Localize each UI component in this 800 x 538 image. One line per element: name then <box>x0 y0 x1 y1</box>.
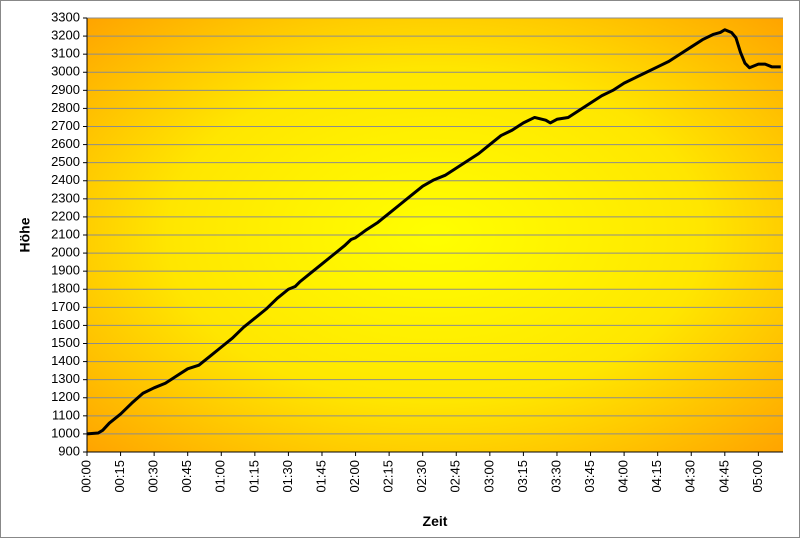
y-tick-label: 1700 <box>51 299 80 314</box>
x-tick-label: 02:45 <box>448 460 463 493</box>
y-tick-label: 3000 <box>51 64 80 79</box>
x-tick-label: 03:30 <box>548 460 563 493</box>
y-tick-label: 3200 <box>51 28 80 43</box>
x-tick-label: 02:00 <box>347 460 362 493</box>
x-tick-label: 01:15 <box>246 460 261 493</box>
x-tick-label: 02:30 <box>414 460 429 493</box>
y-tick-label: 1100 <box>52 407 80 422</box>
y-tick-label: 2300 <box>51 190 80 205</box>
data-line <box>86 28 781 436</box>
y-tick-label: 900 <box>58 443 80 458</box>
y-tick-label: 1300 <box>51 371 80 386</box>
y-tick-label: 1500 <box>51 335 80 350</box>
x-tick-label: 00:45 <box>179 460 194 493</box>
y-tick-label: 2900 <box>51 82 80 97</box>
x-tick-label: 04:00 <box>616 460 631 493</box>
y-tick-label: 2200 <box>51 208 80 223</box>
x-tick-label: 02:15 <box>381 460 396 493</box>
x-tick-label: 03:45 <box>582 460 597 493</box>
y-tick-label: 1000 <box>51 425 80 440</box>
y-tick-label: 2800 <box>51 100 80 115</box>
y-axis-title: Höhe <box>17 217 33 252</box>
x-tick-label: 00:15 <box>112 460 127 493</box>
y-tick-label: 2700 <box>51 118 80 133</box>
x-tick-label: 04:45 <box>716 460 731 493</box>
y-tick-label: 1900 <box>51 263 80 278</box>
x-tick-label: 01:30 <box>280 460 295 493</box>
x-tick-label: 00:00 <box>78 460 93 493</box>
x-tick-label: 05:00 <box>750 460 765 493</box>
x-tick-label: 01:45 <box>313 460 328 493</box>
y-tick-label: 1400 <box>51 353 80 368</box>
x-tick-label: 00:30 <box>146 460 161 493</box>
y-tick-label: 2600 <box>51 136 80 151</box>
y-tick-label: 3300 <box>51 9 80 24</box>
y-tick-label: 3100 <box>51 46 80 61</box>
x-tick-label: 01:00 <box>213 460 228 493</box>
x-tick-label: 04:15 <box>649 460 664 493</box>
x-axis-title: Zeit <box>423 513 448 529</box>
y-tick-label: 2500 <box>51 154 80 169</box>
x-tick-label: 03:15 <box>515 460 530 493</box>
x-tick-label: 04:30 <box>683 460 698 493</box>
x-tick-label: 03:00 <box>481 460 496 493</box>
y-tick-label: 1200 <box>51 389 80 404</box>
y-tick-label: 2400 <box>51 172 80 187</box>
y-tick-label: 2000 <box>51 245 80 260</box>
y-tick-label: 1600 <box>51 317 80 332</box>
y-tick-label: 2100 <box>51 226 80 241</box>
y-tick-label: 1800 <box>51 281 80 296</box>
